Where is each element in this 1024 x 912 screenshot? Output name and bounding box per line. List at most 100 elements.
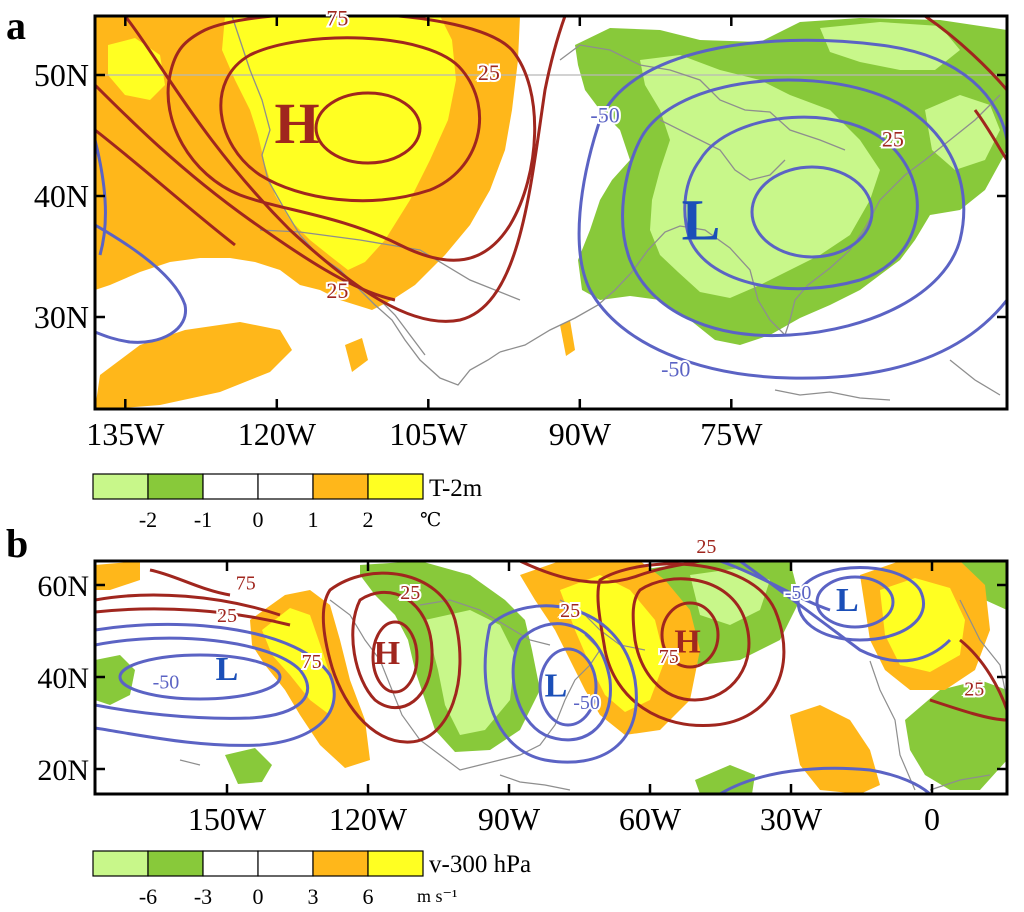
- contour-b-h2-core: [660, 601, 720, 669]
- shade-yellow-2: [560, 575, 665, 712]
- legend-title-v300: v-300 hPa: [429, 851, 531, 878]
- shade-warm-4: [560, 320, 575, 356]
- contour-b-l1-ring2: [95, 622, 336, 747]
- shade-warm-2: [95, 322, 292, 409]
- legend-tick-label: 2: [363, 507, 374, 532]
- contour-label: 25: [882, 127, 904, 152]
- contour-label: -50: [573, 692, 600, 714]
- contour-label: 75: [326, 6, 348, 31]
- contour-east-75: [924, 16, 1007, 91]
- high-pressure-center: H: [274, 91, 319, 156]
- legend-t2m: -2 -1 0 1 2 T-2m ℃: [92, 473, 483, 532]
- shade-green-4: [425, 610, 515, 735]
- legend-ticks-b: -6 -3 0 3 6: [139, 884, 374, 909]
- shade-cold-2: [640, 55, 880, 298]
- panel-label-b: b: [6, 521, 29, 566]
- contour-high-ring-1: [219, 36, 482, 203]
- low-pressure-center: L: [682, 188, 721, 253]
- legend-swatch: [257, 473, 314, 500]
- lat-label: 30N: [34, 299, 89, 335]
- map-panel-b: 60N 40N 20N 150W 120W 90W 60W 30W 0 L H L H L 25 75 7…: [37, 534, 1009, 837]
- contour-label: 25: [560, 600, 580, 622]
- contour-west-neg-2: [95, 223, 187, 344]
- shade-yellow-1: [262, 608, 335, 715]
- legend-swatches-a: [92, 473, 424, 500]
- legend-swatch: [312, 850, 369, 877]
- low-pressure-center: L: [545, 667, 568, 704]
- legend-unit-t2m: ℃: [420, 510, 441, 531]
- legend-tick-label: 0: [253, 884, 264, 909]
- lon-label: 150W: [188, 801, 267, 837]
- lat-labels-b: 60N 40N 20N: [37, 570, 89, 787]
- contour-low-ring-1: [683, 115, 919, 291]
- contour-label: -50: [590, 102, 619, 127]
- lat-label: 60N: [37, 570, 89, 603]
- shade-warm-3: [345, 338, 368, 372]
- legend-swatch: [147, 473, 204, 500]
- legend-tick-label: 0: [253, 507, 264, 532]
- legend-swatch: [92, 473, 149, 500]
- legend-swatch: [202, 473, 259, 500]
- contour-label: 75: [302, 651, 322, 673]
- contour-label: 25: [400, 582, 420, 604]
- shade-orange-4: [790, 705, 880, 794]
- lat-label: 40N: [34, 178, 89, 214]
- contour-b-mid-25: [519, 561, 701, 584]
- shade-green-7: [905, 680, 1007, 790]
- contour-b-25-west2: [149, 568, 231, 597]
- lon-label: 120W: [329, 801, 408, 837]
- panel-label-a: a: [6, 3, 26, 48]
- temperature-shading: [95, 16, 1007, 409]
- legend-swatch: [257, 850, 314, 877]
- contour-label: -50: [785, 582, 812, 604]
- contour-b-h2-ring: [631, 577, 751, 702]
- lat-label: 50N: [34, 57, 89, 93]
- lat-label: 40N: [37, 662, 89, 695]
- legend-ticks-a: -2 -1 0 1 2: [139, 507, 374, 532]
- lon-label: 30W: [760, 801, 823, 837]
- legend-swatch: [147, 850, 204, 877]
- contour-label: -50: [661, 356, 690, 381]
- contour-b-l3-ring2: [719, 561, 952, 663]
- contour-b-h1-ring: [351, 590, 434, 710]
- lat-labels-a: 50N 40N 30N: [34, 57, 89, 335]
- negative-contours: [95, 38, 1007, 380]
- contour-west-neg-1: [95, 139, 107, 256]
- contour-b-l4: [719, 766, 932, 794]
- legend-tick-label: 3: [308, 884, 319, 909]
- positive-contours: [95, 16, 1007, 323]
- legend-v300: -6 -3 0 3 6 v-300 hPa m s⁻¹: [92, 850, 531, 909]
- contour-b-l2-ring: [511, 622, 612, 742]
- wind-shading: [95, 561, 1007, 794]
- legend-tick-label: -3: [194, 884, 212, 909]
- contour-label: -50: [153, 671, 180, 693]
- map-frame-a: [93, 14, 1009, 411]
- lon-label: 135W: [86, 416, 165, 452]
- pressure-centers-b: L H L H L: [216, 582, 859, 704]
- lat-label: 20N: [37, 754, 89, 787]
- legend-swatch: [367, 473, 424, 500]
- legend-tick-label: -1: [194, 507, 212, 532]
- contour-high-ring-2: [166, 16, 537, 262]
- low-pressure-center: L: [836, 582, 859, 619]
- shade-orange-5: [95, 561, 140, 590]
- axis-ticks-b: [95, 561, 1007, 794]
- contour-labels-a: 75 25 25 25 -50 -50: [324, 4, 906, 384]
- legend-tick-label: 6: [363, 884, 374, 909]
- shade-hot-1: [222, 16, 456, 270]
- contour-25b: [95, 83, 396, 302]
- shade-green-8: [695, 765, 755, 794]
- legend-tick-label: 1: [308, 507, 319, 532]
- legend-swatch: [312, 473, 369, 500]
- lon-label: 90W: [478, 801, 541, 837]
- contour-label: 75: [659, 646, 679, 668]
- lon-labels-a: 135W 120W 105W 90W 75W: [86, 416, 763, 452]
- contour-label: 25: [217, 605, 237, 627]
- contour-25c: [95, 128, 236, 247]
- contour-b-l2-core: [538, 647, 598, 727]
- contour-label: 25: [964, 678, 984, 700]
- contour-b-25-west: [95, 593, 291, 627]
- legend-tick-label: -2: [139, 507, 157, 532]
- lon-labels-b: 150W 120W 90W 60W 30W 0: [188, 801, 940, 837]
